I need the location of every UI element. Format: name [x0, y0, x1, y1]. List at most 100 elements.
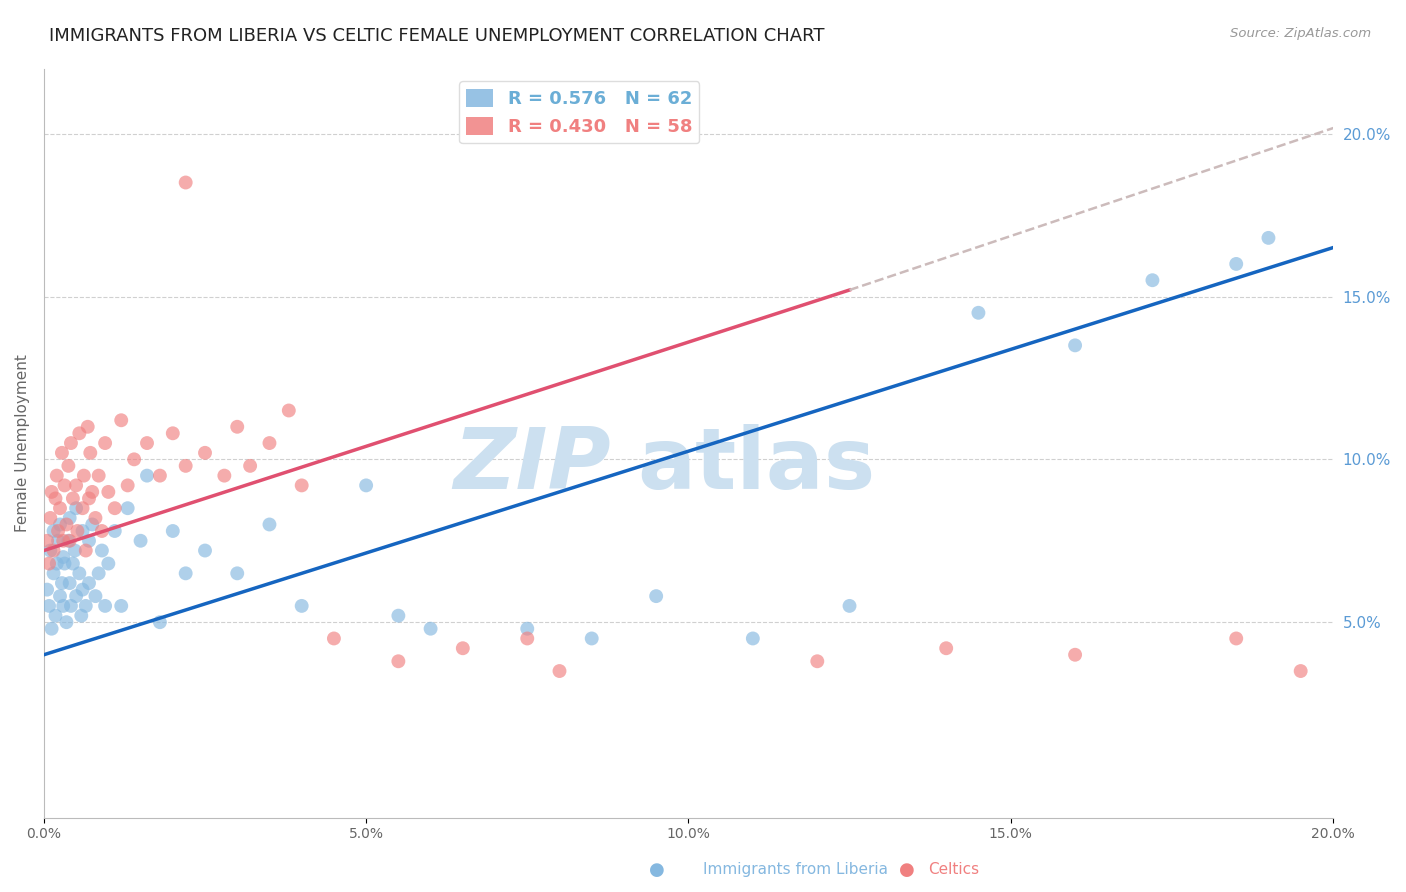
Point — [162, 426, 184, 441]
Text: Source: ZipAtlas.com: Source: ZipAtlas.com — [1230, 27, 1371, 40]
Point — [259, 436, 281, 450]
Point — [194, 543, 217, 558]
Point — [291, 599, 314, 613]
Point — [174, 458, 197, 473]
Point — [45, 557, 67, 571]
Text: ●: ● — [898, 861, 915, 879]
Point — [72, 582, 94, 597]
Point — [97, 484, 120, 499]
Point — [37, 582, 59, 597]
Point — [44, 608, 66, 623]
Point — [70, 608, 93, 623]
Point — [387, 608, 409, 623]
Point — [66, 524, 89, 538]
Point — [1064, 338, 1087, 352]
Point — [75, 599, 97, 613]
Point — [62, 557, 84, 571]
Point — [37, 533, 59, 548]
Point — [42, 524, 65, 538]
Point — [419, 622, 441, 636]
Text: ●: ● — [648, 861, 665, 879]
Y-axis label: Female Unemployment: Female Unemployment — [15, 354, 30, 532]
Text: ZIP: ZIP — [453, 424, 612, 507]
Point — [53, 557, 76, 571]
Point — [1225, 632, 1247, 646]
Point — [39, 511, 62, 525]
Point — [174, 176, 197, 190]
Point — [77, 491, 100, 506]
Point — [94, 436, 117, 450]
Text: Celtics: Celtics — [928, 863, 979, 877]
Point — [516, 622, 538, 636]
Point — [1257, 231, 1279, 245]
Point — [451, 641, 474, 656]
Point — [49, 501, 72, 516]
Point — [77, 576, 100, 591]
Point — [967, 306, 990, 320]
Point — [72, 501, 94, 516]
Text: Immigrants from Liberia: Immigrants from Liberia — [703, 863, 889, 877]
Point — [1225, 257, 1247, 271]
Point — [94, 599, 117, 613]
Point — [46, 524, 69, 538]
Point — [194, 446, 217, 460]
Point — [59, 533, 82, 548]
Point — [226, 419, 249, 434]
Point — [73, 468, 96, 483]
Point — [39, 543, 62, 558]
Point — [82, 517, 104, 532]
Point — [741, 632, 763, 646]
Point — [46, 533, 69, 548]
Point — [645, 589, 668, 603]
Point — [65, 501, 87, 516]
Point — [935, 641, 957, 656]
Point — [97, 557, 120, 571]
Point — [149, 615, 172, 630]
Point — [277, 403, 299, 417]
Point — [354, 478, 377, 492]
Point — [581, 632, 603, 646]
Legend: R = 0.576   N = 62, R = 0.430   N = 58: R = 0.576 N = 62, R = 0.430 N = 58 — [458, 81, 699, 144]
Point — [52, 599, 75, 613]
Point — [149, 468, 172, 483]
Point — [67, 566, 90, 581]
Point — [52, 549, 75, 564]
Point — [117, 478, 139, 492]
Point — [59, 511, 82, 525]
Point — [67, 426, 90, 441]
Point — [548, 664, 571, 678]
Point — [291, 478, 314, 492]
Point — [42, 543, 65, 558]
Point — [38, 557, 60, 571]
Point — [387, 654, 409, 668]
Point — [65, 478, 87, 492]
Point — [84, 589, 107, 603]
Point — [1064, 648, 1087, 662]
Point — [322, 632, 344, 646]
Point — [41, 484, 63, 499]
Point — [62, 491, 84, 506]
Point — [110, 413, 132, 427]
Point — [55, 615, 77, 630]
Point — [90, 543, 112, 558]
Point — [75, 543, 97, 558]
Point — [516, 632, 538, 646]
Point — [110, 599, 132, 613]
Point — [90, 524, 112, 538]
Point — [1289, 664, 1312, 678]
Point — [77, 533, 100, 548]
Point — [38, 599, 60, 613]
Point — [104, 524, 127, 538]
Point — [239, 458, 262, 473]
Point — [1142, 273, 1164, 287]
Point — [76, 419, 98, 434]
Text: IMMIGRANTS FROM LIBERIA VS CELTIC FEMALE UNEMPLOYMENT CORRELATION CHART: IMMIGRANTS FROM LIBERIA VS CELTIC FEMALE… — [49, 27, 825, 45]
Point — [838, 599, 860, 613]
Point — [129, 533, 152, 548]
Point — [41, 622, 63, 636]
Point — [104, 501, 127, 516]
Point — [59, 436, 82, 450]
Point — [44, 491, 66, 506]
Point — [51, 576, 73, 591]
Point — [45, 468, 67, 483]
